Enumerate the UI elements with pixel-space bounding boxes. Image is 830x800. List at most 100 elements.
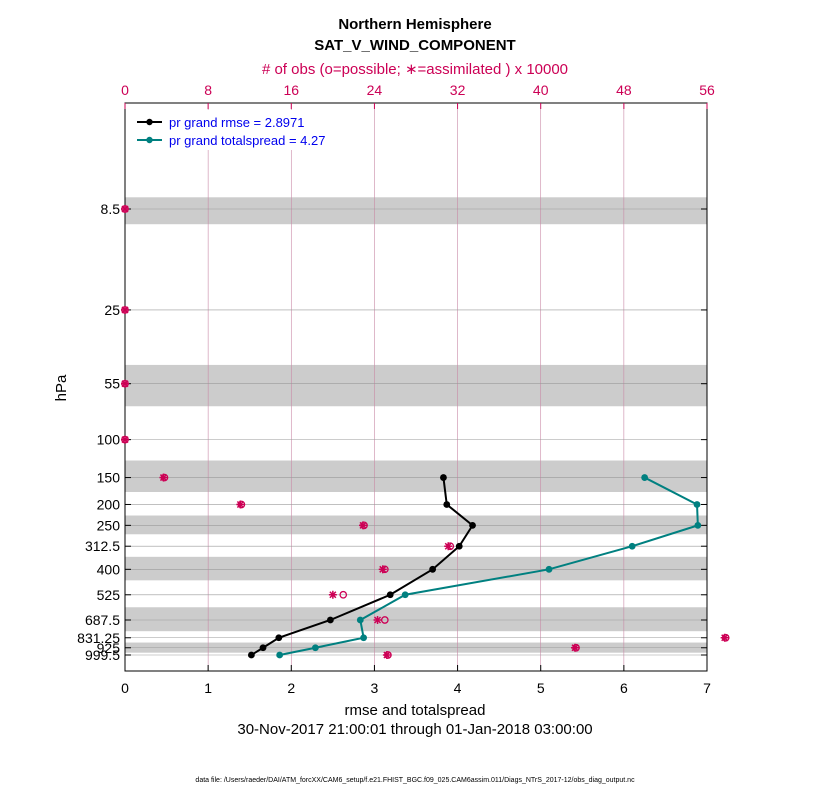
series-0-point-6 [326,616,334,624]
x-tick-label-5: 5 [537,680,545,696]
top-tick-label-0: 0 [121,82,129,98]
shaded-bands [125,197,707,653]
y-tick-label-10: 687.5 [85,612,120,628]
series-0-point-0 [440,474,447,481]
y-tick-label-6: 250 [97,517,121,533]
top-tick-label-4: 32 [450,82,466,98]
series-1-point-6 [356,616,364,624]
obs-assimilated-10-stroke-3 [374,616,382,624]
obs-assimilated-4 [159,473,168,482]
obs-assimilated-7-stroke-3 [444,542,452,550]
shaded-band-5 [125,607,707,632]
chart-title-line1: Northern Hemisphere [338,16,491,33]
obs-assimilated-11 [720,633,729,642]
legend-spread-marker [146,136,153,144]
grid [124,103,708,671]
shaded-band-3 [125,515,707,535]
obs-possible-9 [339,590,348,599]
top-axis-label: # of obs (o=possible; ∗=assimilated ) x … [262,61,568,78]
obs-assimilated-1 [121,305,129,314]
series-1-point-9 [276,651,284,659]
series-0-point-1 [443,501,451,508]
y-tick-label-5: 200 [97,496,121,512]
y-axis-label: hPa [53,374,70,401]
y-tick-label-11: 831.25 [77,630,120,646]
x-tick-label-0: 0 [121,680,129,696]
series-1-point-1 [693,501,701,508]
x-tick-label-7: 7 [703,680,711,696]
y-tick-label-8: 400 [97,561,121,577]
obs-assimilated-13-stroke-3 [383,651,391,659]
obs-assimilated-11-stroke-3 [721,634,729,642]
y-tick-label-4: 150 [97,470,121,486]
obs-assimilated-13 [382,651,391,659]
x-tick-label-6: 6 [620,680,628,696]
shaded-band-4 [125,556,707,581]
obs-assimilated-6 [358,521,367,530]
series-0-point-3 [455,542,463,550]
shaded-band-1 [125,364,707,407]
obs-assimilated-9 [328,590,337,599]
obs-assimilated-5 [236,500,245,509]
y-tick-label-12: 925 [97,640,121,656]
y-tick-label-0: 8.5 [101,201,121,217]
x-axis-label: rmse and totalspread [345,702,486,719]
y-axis-ticks: 8.5 25 55 100 150 200 250 312.5 400 525 687.5 831.2… [77,201,707,663]
obs-assimilated-10 [373,615,382,624]
series-0-point-8 [259,644,267,652]
y-tick-label-3: 100 [97,432,121,448]
top-tick-label-3: 24 [367,82,383,98]
obs-assimilated-2 [121,379,129,388]
series-line-1 [279,476,699,656]
top-tick-label-7: 56 [699,82,715,98]
data-file-footer: data file: /Users/raeder/DAI/ATM_forcXX/… [195,777,635,784]
series-1-point-2 [694,521,702,529]
legend-box [130,110,365,150]
obs-assimilated-1-stroke-3 [121,306,129,314]
obs-assimilated-0 [121,205,129,213]
series-lines [247,474,702,659]
date-range-label: 30-Nov-2017 21:00:01 through 01-Jan-2018… [237,721,592,738]
legend-rmse-label: pr grand rmse = 2.8971 [169,115,305,130]
y-tick-label-1: 25 [104,302,120,318]
y-tick-label-2: 55 [104,376,120,392]
obs-assimilated-3-stroke-3 [121,436,129,444]
obs-assimilated-12-stroke-3 [571,644,579,652]
series-1-point-8 [311,644,319,652]
chart-title-line2: SAT_V_WIND_COMPONENT [314,37,515,54]
series-0-point-5 [386,591,394,599]
obs-assimilated-2-stroke-3 [121,380,129,388]
series-1-point-4 [545,565,553,573]
top-tick-label-2: 16 [283,82,299,98]
series-line-0 [250,477,474,656]
bottom-axis-ticks: 0 1 2 3 4 5 6 7 [121,665,711,696]
obs-assimilated-5-stroke-3 [236,500,244,509]
obs-assimilated-9-stroke-3 [329,591,337,599]
x-tick-label-2: 2 [287,680,295,696]
series-0-point-9 [247,651,255,659]
x-tick-label-4: 4 [454,680,462,696]
top-tick-label-5: 40 [533,82,549,98]
shaded-band-2 [125,460,707,492]
obs-assimilated-7 [444,542,453,551]
top-tick-label-1: 8 [204,82,212,98]
series-1-point-3 [628,542,636,550]
series-0-point-4 [429,565,437,573]
series-1-point-5 [401,591,409,599]
obs-possible-10 [380,616,389,624]
top-axis-ticks: 0 8 16 24 32 40 48 56 [121,82,715,109]
series-1-point-7 [360,634,368,642]
series-0-point-7 [275,634,283,642]
obs-assimilated-8-stroke-3 [379,565,387,573]
series-0-point-2 [469,521,476,529]
obs-assimilated-12 [571,643,580,652]
obs-assimilated-3 [121,435,129,444]
x-tick-label-3: 3 [371,680,379,696]
legend-spread-label: pr grand totalspread = 4.27 [169,133,325,148]
obs-assimilated-4-stroke-3 [159,474,167,482]
obs-assimilated-6-stroke-3 [359,521,367,529]
top-tick-label-6: 48 [616,82,632,98]
obs-assimilated-0-stroke-3 [121,205,129,213]
x-tick-label-1: 1 [204,680,212,696]
